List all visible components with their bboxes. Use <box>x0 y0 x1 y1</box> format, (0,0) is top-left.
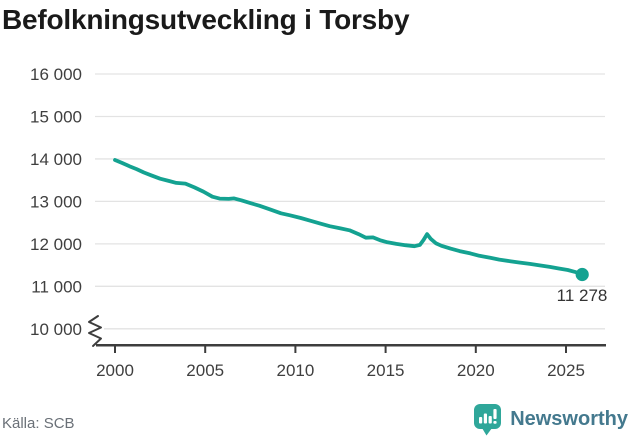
y-tick-label: 15 000 <box>30 107 82 126</box>
axis-break-icon <box>88 315 102 347</box>
y-tick-label: 13 000 <box>30 192 82 211</box>
latest-value-label: 11 278 <box>557 286 608 305</box>
x-tick-label: 2005 <box>186 361 224 380</box>
newsworthy-logo-link[interactable]: Newsworthy <box>473 403 628 436</box>
x-tick-label: 2000 <box>96 361 134 380</box>
y-tick-label: 11 000 <box>31 277 82 296</box>
x-axis-tick-labels: 2000 2005 2010 2015 2020 2025 <box>96 345 585 380</box>
x-tick-label: 2025 <box>547 361 585 380</box>
y-tick-label: 16 000 <box>30 65 82 84</box>
x-tick-label: 2020 <box>457 361 495 380</box>
gridlines <box>95 73 605 330</box>
population-line-chart: 16 000 15 000 14 000 13 000 12 000 11 000 10 0… <box>30 65 608 380</box>
y-tick-label: 12 000 <box>30 235 82 254</box>
population-line <box>113 158 585 277</box>
newsworthy-logo-icon <box>474 404 502 436</box>
page-title: Befolkningsutveckling i Torsby <box>2 4 410 35</box>
latest-point-marker <box>575 267 589 282</box>
source-label: Källa: SCB <box>2 415 75 432</box>
x-tick-label: 2010 <box>276 361 314 380</box>
y-tick-label: 14 000 <box>30 150 82 169</box>
y-axis-tick-labels: 16 000 15 000 14 000 13 000 12 000 11 000 10 0… <box>30 65 82 339</box>
brand-name: Newsworthy <box>510 408 628 430</box>
y-tick-label: 10 000 <box>30 320 82 339</box>
x-tick-label: 2015 <box>367 361 405 380</box>
